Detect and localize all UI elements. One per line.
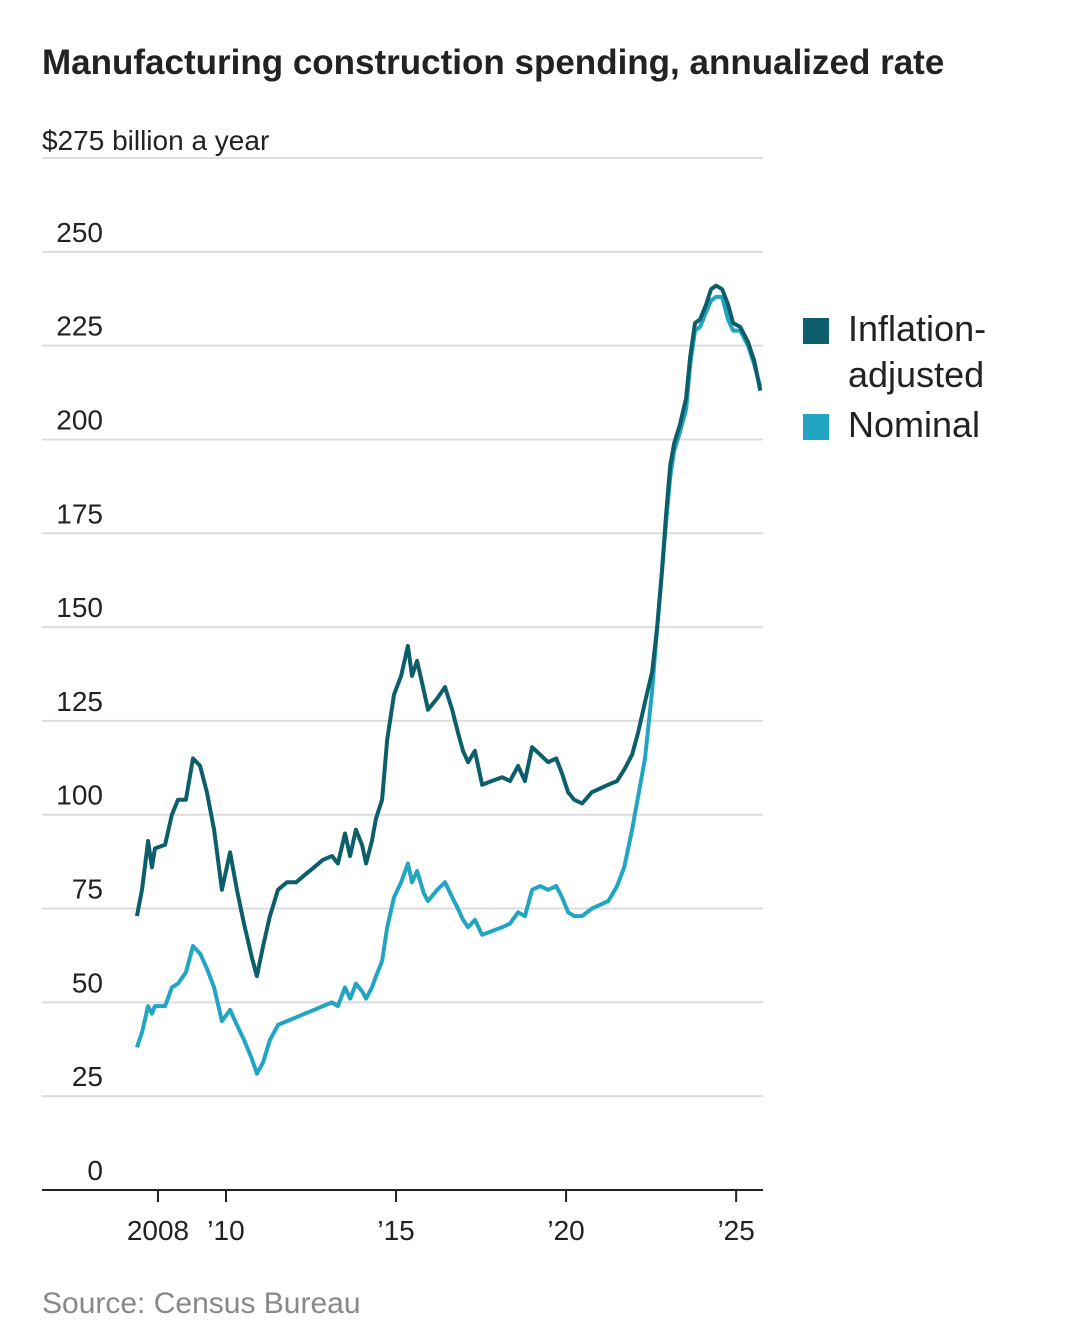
legend-item: Nominal — [803, 402, 993, 448]
y-tick-label: 125 — [56, 686, 103, 717]
y-tick-label: 200 — [56, 404, 103, 435]
y-tick-label: 250 — [56, 217, 103, 248]
y-tick-label: 225 — [56, 311, 103, 342]
x-tick-label: ’20 — [547, 1215, 584, 1246]
x-tick-label: 2008 — [127, 1215, 189, 1246]
legend-swatch — [803, 318, 829, 344]
legend-item: Inflation-adjusted — [803, 306, 993, 398]
y-axis-unit-label: $275 billion a year — [42, 125, 269, 156]
legend: Inflation-adjusted Nominal — [803, 306, 993, 452]
series-line — [134, 283, 763, 979]
x-tick-label: ’25 — [717, 1215, 754, 1246]
y-tick-label: 50 — [72, 967, 103, 998]
y-tick-label: 150 — [56, 592, 103, 623]
legend-label: Inflation-adjusted — [848, 308, 987, 395]
chart-title: Manufacturing construction spending, ann… — [42, 43, 944, 82]
series-line — [135, 294, 763, 1076]
y-tick-label: 75 — [72, 874, 103, 905]
y-tick-label: 100 — [56, 780, 103, 811]
y-tick-label: 0 — [87, 1155, 103, 1186]
y-tick-label: 175 — [56, 498, 103, 529]
x-tick-label: ’10 — [207, 1215, 244, 1246]
legend-label: Nominal — [848, 404, 981, 445]
source: Source: Census Bureau — [42, 1287, 361, 1320]
x-tick-label: ’15 — [377, 1215, 414, 1246]
y-tick-label: 25 — [72, 1061, 103, 1092]
legend-swatch — [803, 414, 829, 440]
